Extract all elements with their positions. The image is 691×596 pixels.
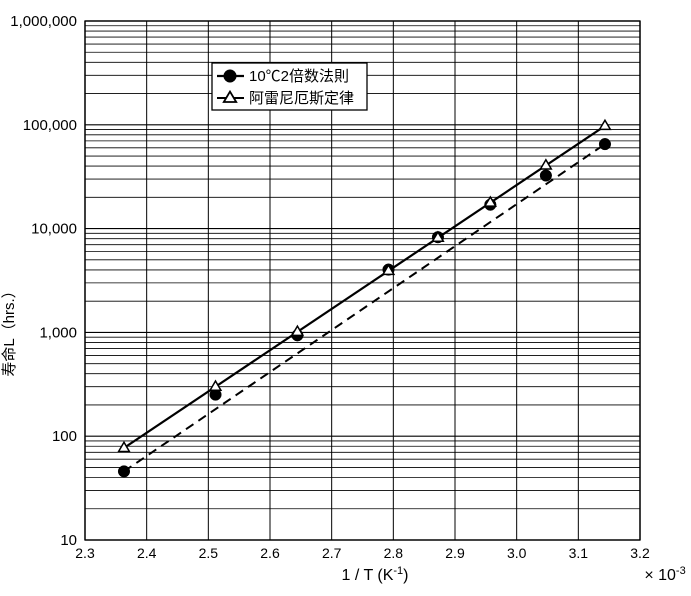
svg-text:寿命L（hrs.）: 寿命L（hrs.） xyxy=(0,283,18,376)
svg-text:2.9: 2.9 xyxy=(445,545,465,561)
svg-text:2.8: 2.8 xyxy=(384,545,404,561)
svg-text:1 / T (K-1): 1 / T (K-1) xyxy=(342,565,409,584)
svg-text:阿雷尼厄斯定律: 阿雷尼厄斯定律 xyxy=(249,90,354,107)
svg-text:10,000: 10,000 xyxy=(31,221,77,238)
svg-text:3.1: 3.1 xyxy=(569,545,589,561)
svg-text:2.7: 2.7 xyxy=(322,545,342,561)
svg-text:3.2: 3.2 xyxy=(630,545,650,561)
svg-text:× 10-3: × 10-3 xyxy=(644,565,685,584)
svg-text:2.3: 2.3 xyxy=(75,545,95,561)
svg-text:2.5: 2.5 xyxy=(199,545,219,561)
svg-text:100,000: 100,000 xyxy=(23,117,77,134)
svg-text:10℃2倍数法則: 10℃2倍数法則 xyxy=(249,68,349,85)
svg-text:100: 100 xyxy=(52,428,77,445)
svg-text:2.4: 2.4 xyxy=(137,545,157,561)
svg-text:1,000: 1,000 xyxy=(39,324,77,341)
svg-text:2.6: 2.6 xyxy=(260,545,280,561)
svg-text:1,000,000: 1,000,000 xyxy=(10,13,77,30)
svg-text:3.0: 3.0 xyxy=(507,545,527,561)
